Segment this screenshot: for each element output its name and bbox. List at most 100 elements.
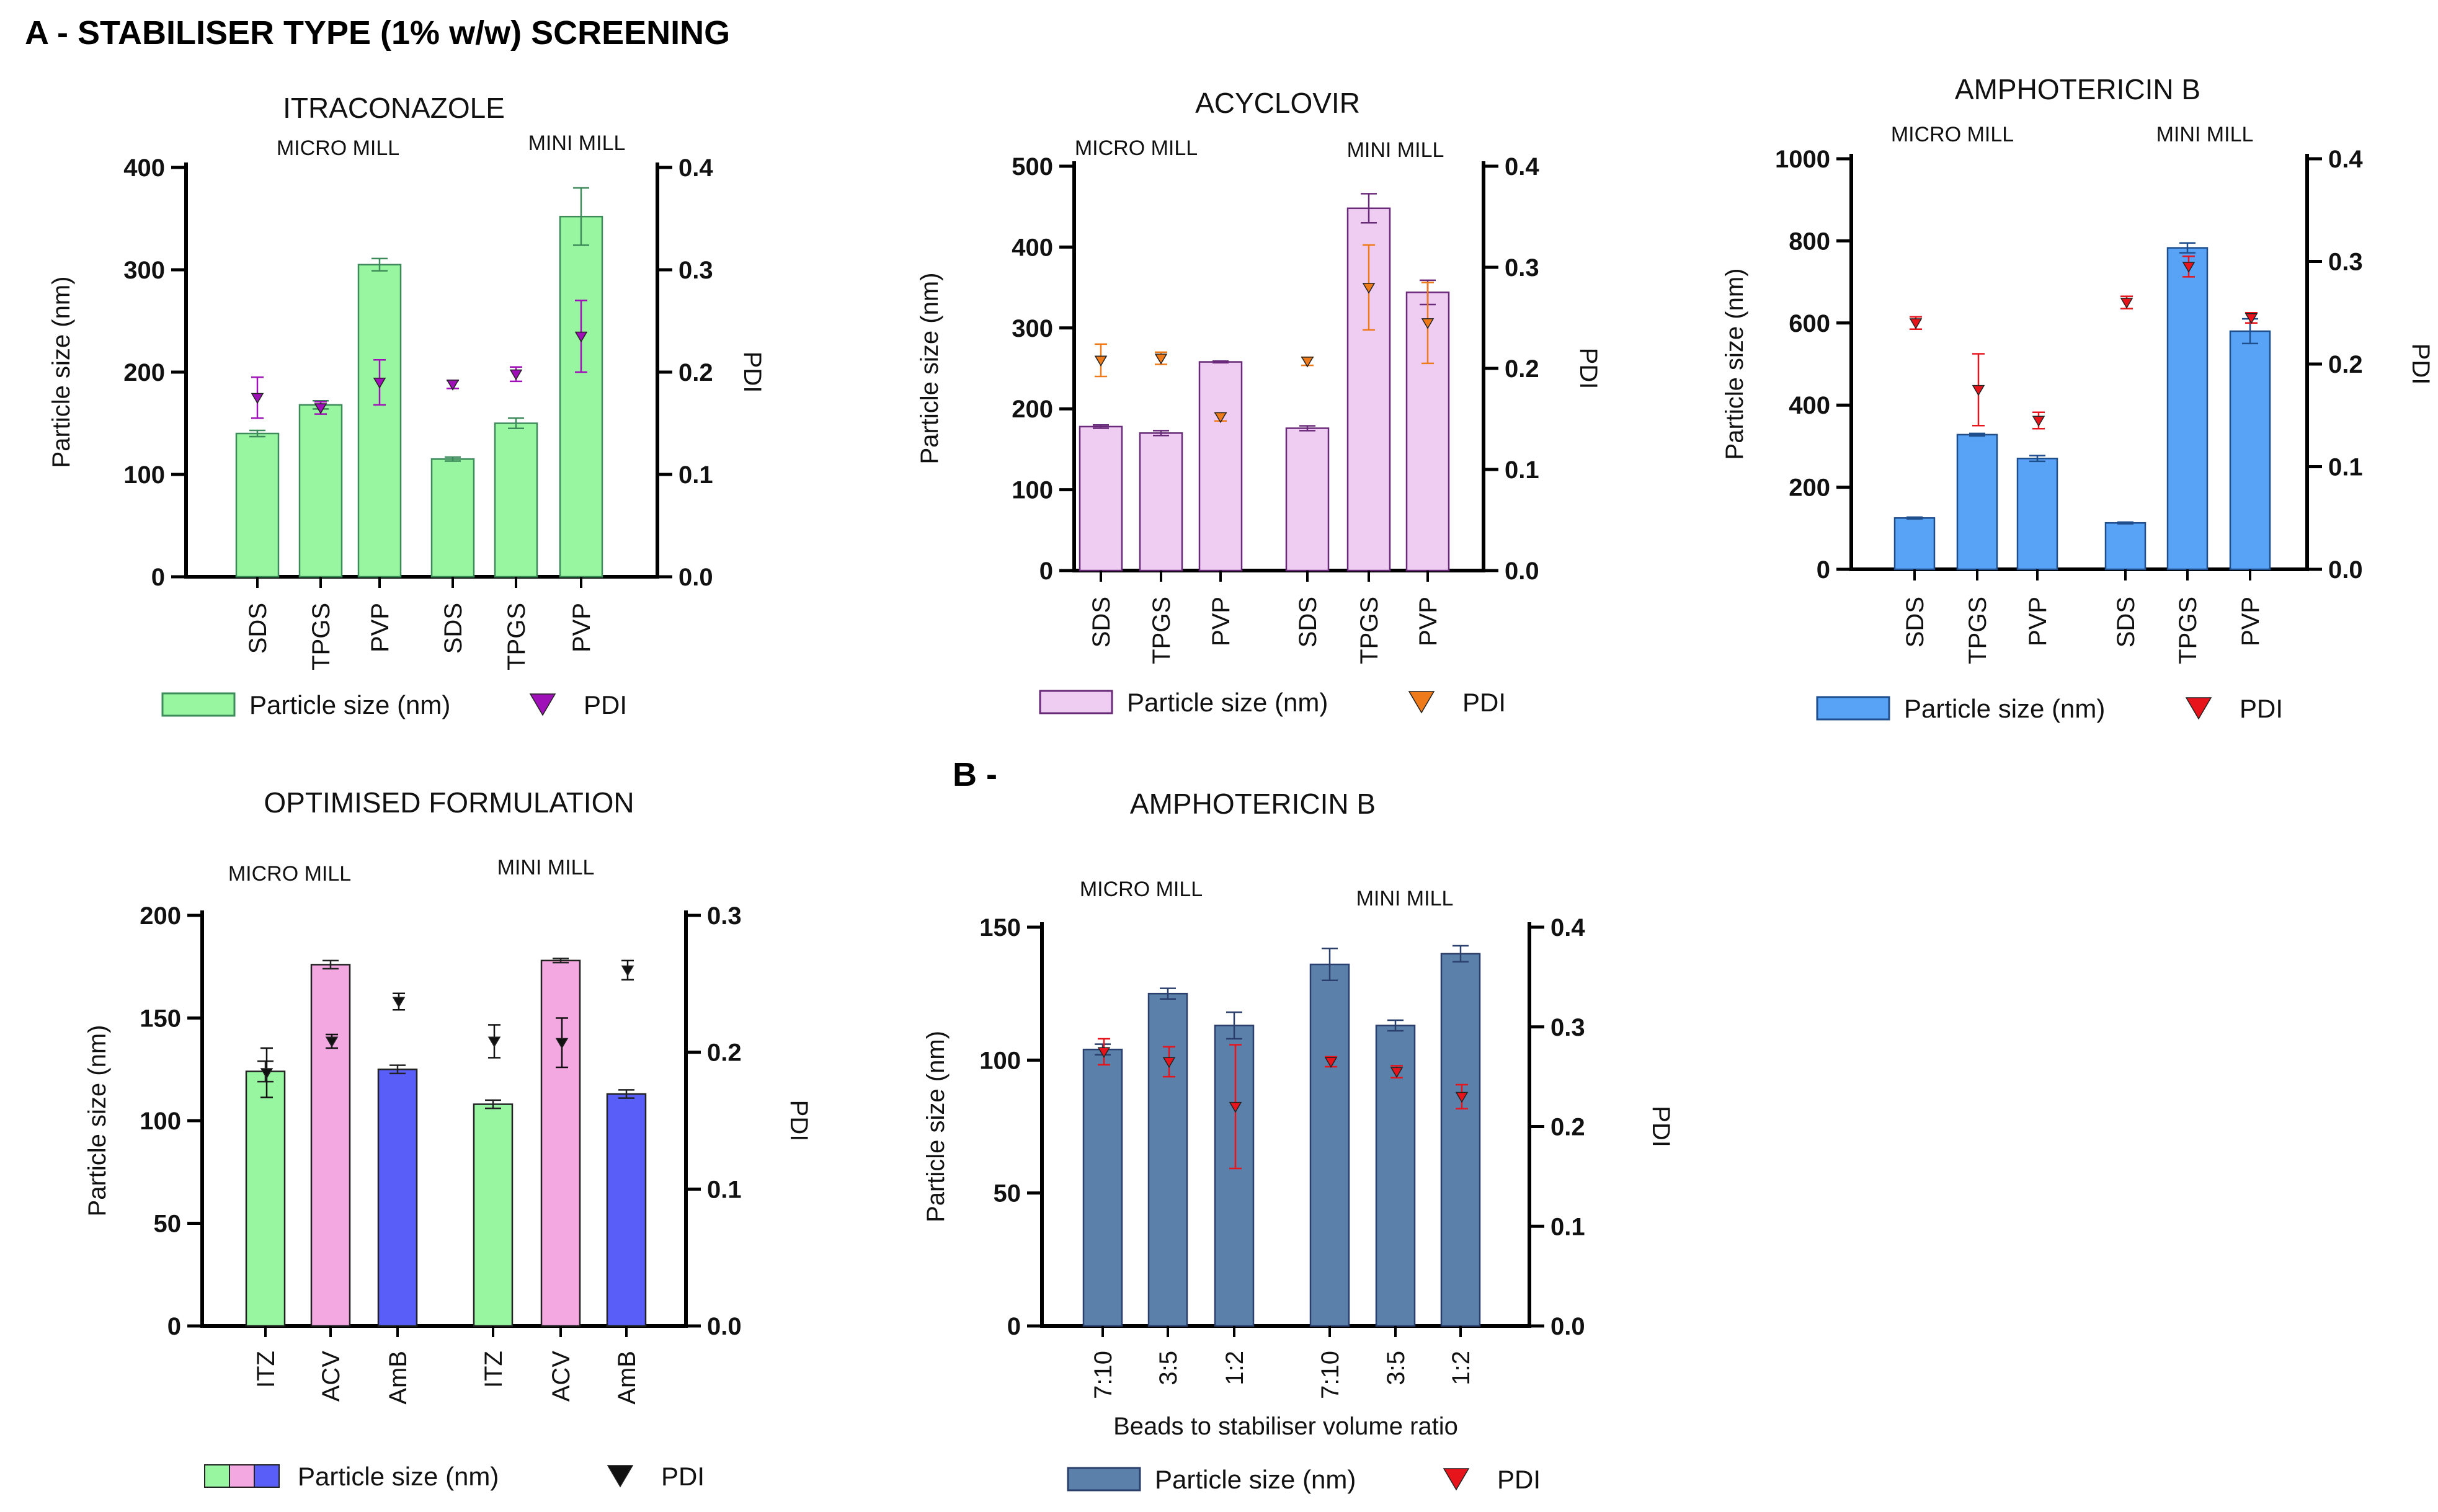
x-tick-label: ACV bbox=[318, 1351, 345, 1402]
y-tick-label: 100 bbox=[1012, 477, 1053, 504]
y-axis-label: Particle size (nm) bbox=[84, 1025, 111, 1217]
x-tick-label: TPGS bbox=[2174, 597, 2202, 664]
legend-swatch-bar bbox=[229, 1464, 255, 1488]
pdi-marker bbox=[1214, 412, 1227, 424]
legend-label: PDI bbox=[1462, 688, 1506, 717]
y-tick-label: 50 bbox=[154, 1211, 182, 1238]
pdi-marker bbox=[1455, 1092, 1469, 1103]
group-label: MINI MILL bbox=[497, 856, 595, 879]
y2-tick-label: 0.0 bbox=[678, 564, 713, 591]
group-label: MICRO MILL bbox=[1080, 878, 1203, 901]
y2-axis-label: PDI bbox=[2407, 344, 2434, 385]
legend-swatch-bar bbox=[1039, 690, 1113, 714]
pdi-marker bbox=[1909, 318, 1923, 329]
x-tick-label: 7:10 bbox=[1317, 1351, 1344, 1399]
group-label: MICRO MILL bbox=[228, 862, 351, 886]
figure-heading-a: A - STABILISER TYPE (1% w/w) SCREENING bbox=[25, 14, 731, 51]
bar bbox=[377, 1069, 418, 1327]
pdi-marker bbox=[2032, 416, 2045, 427]
legend-swatch-marker bbox=[1443, 1468, 1470, 1491]
x-tick-label: SDS bbox=[1294, 597, 1322, 647]
legend-swatch-marker bbox=[529, 693, 556, 716]
y-tick-label: 300 bbox=[123, 257, 165, 284]
y2-tick-label: 0.0 bbox=[1550, 1313, 1585, 1340]
pdi-marker bbox=[1390, 1067, 1404, 1078]
bar bbox=[1147, 992, 1188, 1327]
bar bbox=[473, 1103, 514, 1327]
y-tick-label: 100 bbox=[979, 1047, 1021, 1074]
y2-tick-label: 0.3 bbox=[707, 902, 742, 930]
bar bbox=[1214, 1025, 1255, 1327]
bar bbox=[1440, 953, 1481, 1327]
pdi-marker bbox=[1097, 1047, 1111, 1058]
legend-label: PDI bbox=[661, 1462, 705, 1491]
x-tick-label: TPGS bbox=[1148, 597, 1175, 664]
legend-label: Particle size (nm) bbox=[1155, 1465, 1356, 1494]
bar bbox=[357, 264, 402, 578]
pdi-marker bbox=[1229, 1101, 1242, 1113]
bar bbox=[1309, 963, 1350, 1327]
x-tick-label: ITZ bbox=[252, 1351, 280, 1388]
x-tick-label: SDS bbox=[1088, 597, 1115, 647]
legend-swatch-marker bbox=[2185, 697, 2212, 720]
y-tick-label: 150 bbox=[140, 1005, 181, 1033]
bar bbox=[235, 432, 280, 578]
legend-label: PDI bbox=[2240, 694, 2283, 723]
x-tick-label: SDS bbox=[1902, 597, 1929, 647]
x-tick-label: PVP bbox=[2024, 597, 2052, 646]
pdi-marker bbox=[260, 1068, 274, 1079]
x-tick-label: TPGS bbox=[503, 603, 530, 670]
group-label: MINI MILL bbox=[2156, 123, 2254, 146]
y-tick-label: 200 bbox=[140, 902, 181, 930]
y2-tick-label: 0.2 bbox=[678, 359, 713, 386]
bar bbox=[1285, 427, 1330, 572]
x-tick-label: ITZ bbox=[480, 1351, 507, 1388]
pdi-marker bbox=[392, 997, 406, 1008]
legend-swatch-bar bbox=[1816, 696, 1890, 721]
bar bbox=[1139, 432, 1183, 572]
bar bbox=[559, 215, 603, 578]
bar bbox=[1079, 425, 1123, 572]
bar bbox=[1082, 1048, 1123, 1327]
pdi-marker bbox=[373, 378, 386, 389]
y2-axis-label: PDI bbox=[1575, 348, 1602, 389]
pdi-marker bbox=[2244, 313, 2258, 324]
pdi-marker bbox=[509, 369, 523, 381]
y-tick-label: 500 bbox=[1012, 153, 1053, 180]
pdi-marker bbox=[621, 965, 634, 977]
x-tick-label: TPGS bbox=[1964, 597, 1991, 664]
legend-label: PDI bbox=[1497, 1465, 1541, 1494]
y2-tick-label: 0.0 bbox=[2328, 556, 2363, 584]
y-tick-label: 200 bbox=[123, 359, 165, 386]
legend-swatch-marker bbox=[607, 1465, 634, 1488]
legend-swatch-bar bbox=[204, 1464, 230, 1488]
x-tick-label: 3:5 bbox=[1382, 1351, 1410, 1385]
bar bbox=[1893, 517, 1936, 571]
legend-label: Particle size (nm) bbox=[1904, 694, 2105, 723]
y2-tick-label: 0.1 bbox=[707, 1176, 742, 1203]
pdi-marker bbox=[555, 1038, 569, 1049]
legend-swatch-marker bbox=[1408, 691, 1435, 714]
y2-tick-label: 0.2 bbox=[1505, 355, 1539, 383]
pdi-marker bbox=[446, 380, 460, 391]
bar bbox=[540, 959, 581, 1327]
group-label: MICRO MILL bbox=[1075, 136, 1198, 160]
x-tick-label: PVP bbox=[568, 603, 595, 652]
group-label: MINI MILL bbox=[1347, 138, 1444, 162]
y-tick-label: 0 bbox=[1817, 556, 1830, 584]
bar bbox=[430, 458, 475, 578]
pdi-marker bbox=[1094, 355, 1108, 367]
chart-title: OPTIMISED FORMULATION bbox=[264, 786, 634, 819]
y2-tick-label: 0.4 bbox=[2328, 146, 2363, 173]
y2-tick-label: 0.1 bbox=[678, 461, 713, 489]
legend-label: Particle size (nm) bbox=[298, 1462, 499, 1491]
x-tick-label: PVP bbox=[1415, 597, 1442, 646]
legend-label: Particle size (nm) bbox=[1127, 688, 1328, 717]
x-tick-label: TPGS bbox=[1356, 597, 1383, 664]
pdi-marker bbox=[325, 1036, 339, 1048]
pdi-marker bbox=[2182, 262, 2196, 273]
y-tick-label: 200 bbox=[1789, 474, 1830, 502]
x-tick-label: AmB bbox=[385, 1351, 412, 1405]
